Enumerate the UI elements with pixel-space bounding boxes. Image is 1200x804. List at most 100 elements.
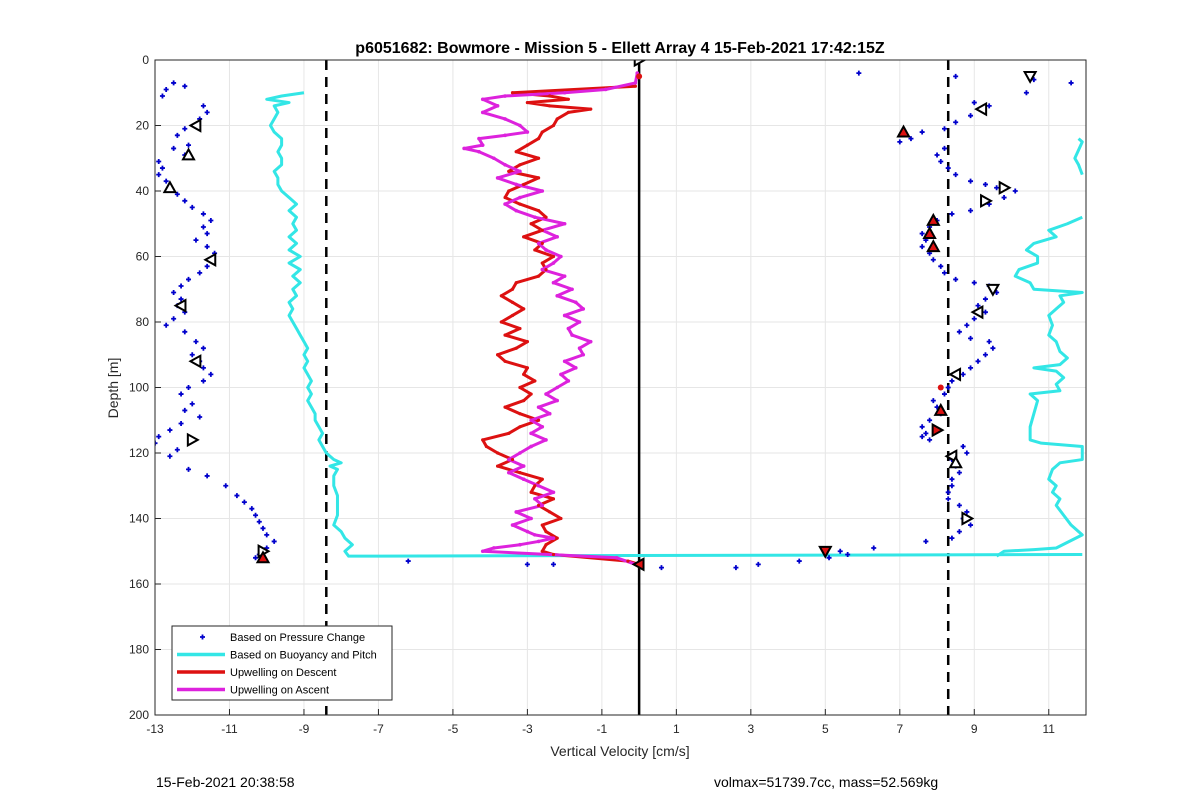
pressure-point — [919, 231, 925, 237]
pressure-point — [871, 545, 877, 551]
pressure-point — [971, 316, 977, 322]
pressure-point — [174, 191, 180, 197]
upwelling-descent-point — [589, 107, 593, 111]
upwelling-descent-point — [536, 176, 541, 180]
pressure-point — [249, 506, 255, 512]
pressure-point — [167, 427, 173, 433]
series-layer — [155, 60, 1084, 715]
upwelling-descent-point — [518, 202, 522, 206]
upwelling-ascent-point — [562, 359, 567, 364]
pressure-point — [968, 335, 974, 341]
upwelling-ascent-point — [555, 235, 559, 239]
pressure-point — [163, 178, 169, 184]
legend: Based on Pressure Change Based on Buoyanc… — [171, 625, 393, 701]
upwelling-ascent-point — [544, 438, 548, 442]
pressure-point — [964, 509, 970, 515]
upwelling-ascent-point — [551, 536, 556, 540]
upwelling-ascent-point — [603, 87, 608, 92]
pressure-point — [941, 145, 947, 151]
upwelling-descent-point — [514, 281, 518, 285]
pressure-point — [755, 561, 761, 567]
upwelling-ascent-point — [492, 546, 496, 550]
direction-marker — [985, 283, 1001, 297]
upwelling-descent-point — [503, 359, 507, 363]
direction-marker — [998, 180, 1012, 195]
x-tick-label: 1 — [673, 722, 680, 736]
upwelling-descent-point — [548, 94, 552, 98]
pressure-point — [856, 70, 862, 76]
pressure-point — [204, 231, 210, 237]
legend-box — [171, 625, 393, 701]
upwelling-descent-point — [529, 222, 533, 226]
pressure-point — [953, 119, 959, 125]
pressure-point — [934, 152, 940, 158]
pressure-point — [971, 100, 977, 106]
pressure-point — [189, 204, 195, 210]
pressure-point — [159, 165, 165, 171]
x-axis-label: Vertical Velocity [cm/s] — [550, 743, 689, 759]
x-tick-label: -7 — [373, 722, 384, 736]
pressure-point — [200, 378, 206, 384]
pressure-point — [953, 73, 959, 79]
upwelling-ascent-point — [574, 300, 578, 305]
pressure-point — [945, 496, 951, 502]
pressure-point — [945, 385, 951, 390]
upwelling-descent-point — [510, 313, 515, 318]
upwelling-descent-point — [540, 130, 544, 134]
pressure-point — [256, 519, 262, 525]
upwelling-descent-point — [499, 294, 503, 298]
pressure-point — [186, 276, 192, 282]
pressure-point — [182, 198, 188, 204]
pressure-point — [938, 263, 944, 269]
upwelling-ascent-point — [536, 539, 541, 544]
upwelling-ascent-point — [566, 326, 571, 331]
upwelling-descent-point — [536, 209, 541, 213]
upwelling-ascent-point — [540, 503, 545, 508]
upwelling-ascent-point — [514, 208, 519, 213]
pressure-point — [927, 417, 933, 423]
pressure-point — [982, 309, 988, 315]
buoyancy-surface-line — [1073, 137, 1084, 176]
x-tick-label: 9 — [971, 722, 978, 736]
direction-marker — [188, 354, 202, 369]
upwelling-descent-point — [481, 438, 485, 442]
pressure-point — [945, 165, 951, 171]
y-tick-label: 140 — [129, 512, 149, 526]
pressure-point — [200, 345, 206, 351]
pressure-point — [968, 522, 974, 528]
pressure-point — [949, 483, 955, 489]
upwelling-ascent-point — [518, 169, 522, 174]
pressure-point — [264, 532, 270, 538]
red-dot-marker — [937, 384, 944, 391]
pressure-point — [1023, 90, 1029, 96]
y-tick-label: 200 — [129, 708, 149, 722]
pressure-point — [986, 103, 992, 109]
pressure-point — [260, 525, 266, 531]
upwelling-ascent-point — [633, 81, 638, 85]
upwelling-descent-point — [525, 340, 530, 344]
direction-marker-red — [926, 239, 941, 253]
x-tick-label: -11 — [221, 722, 238, 736]
upwelling-ascent-point — [518, 195, 522, 200]
upwelling-ascent-point — [577, 346, 582, 351]
upwelling-descent-point — [540, 523, 544, 527]
pressure-point — [174, 447, 180, 453]
y-tick-label: 60 — [136, 250, 150, 264]
grid — [154, 59, 1086, 716]
pressure-point — [223, 483, 229, 489]
pressure-point — [837, 548, 843, 554]
pressure-point — [953, 276, 959, 282]
upwelling-descent-point — [496, 353, 500, 357]
upwelling-ascent-point — [544, 392, 548, 396]
upwelling-descent-point — [536, 418, 541, 422]
upwelling-descent-point — [536, 503, 541, 507]
pressure-point — [945, 489, 951, 495]
pressure-point — [200, 211, 206, 217]
direction-marker — [186, 432, 200, 448]
pressure-point — [186, 385, 192, 390]
upwelling-descent-point — [551, 123, 556, 128]
pressure-point — [923, 430, 929, 436]
pressure-point — [733, 565, 739, 571]
pressure-point — [971, 280, 977, 286]
